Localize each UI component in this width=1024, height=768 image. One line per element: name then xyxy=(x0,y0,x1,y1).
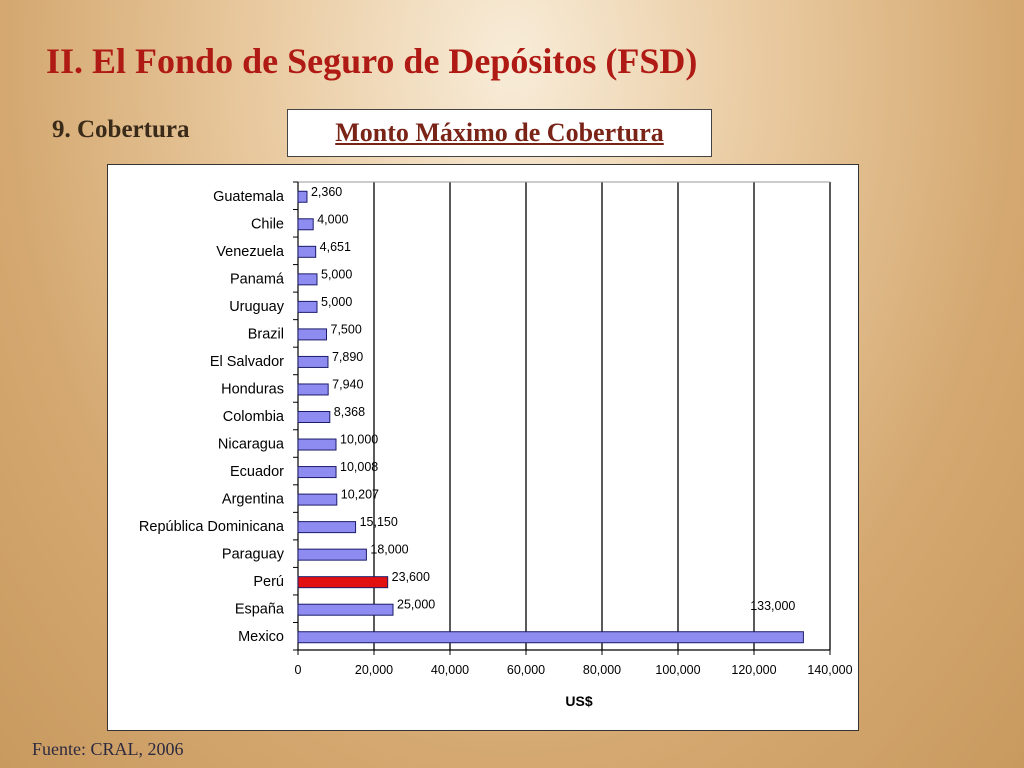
category-label: El Salvador xyxy=(210,354,284,370)
x-tick-label: 20,000 xyxy=(355,663,393,677)
data-label: 133,000 xyxy=(750,599,795,613)
bar-chart: 0 20,000 40,000 60,000 80,000 100,000 120,000 1… xyxy=(139,181,853,709)
x-tick-label: 40,000 xyxy=(431,663,469,677)
bar xyxy=(297,273,318,286)
category-label: Perú xyxy=(253,574,284,590)
bar xyxy=(297,218,314,231)
category-label: Panamá xyxy=(230,271,285,287)
bar xyxy=(297,300,318,313)
x-tick-label: 0 xyxy=(295,663,302,677)
chart-title: Monto Máximo de Cobertura xyxy=(287,109,712,157)
bar xyxy=(297,466,337,479)
data-label: 25,000 xyxy=(397,598,435,612)
category-label: Uruguay xyxy=(229,299,285,315)
category-label: Honduras xyxy=(221,381,284,397)
category-label: Colombia xyxy=(223,409,285,425)
slide-title: II. El Fondo de Seguro de Depósitos (FSD… xyxy=(46,41,698,81)
data-label: 23,600 xyxy=(392,570,430,584)
category-label: Argentina xyxy=(222,492,285,508)
x-tick-label: 120,000 xyxy=(731,663,776,677)
data-label: 10,207 xyxy=(341,488,379,502)
x-tick-label: 140,000 xyxy=(807,663,852,677)
category-label: Paraguay xyxy=(222,547,285,563)
x-axis-label: US$ xyxy=(565,693,592,709)
data-label: 5,000 xyxy=(321,267,352,281)
x-tick-label: 100,000 xyxy=(655,663,700,677)
bar xyxy=(297,548,367,561)
chart-frame: 0 20,000 40,000 60,000 80,000 100,000 120,000 1… xyxy=(107,164,859,731)
slide-subtitle: 9. Cobertura xyxy=(52,116,190,143)
bar xyxy=(297,383,329,396)
bar xyxy=(297,603,394,616)
data-label: 4,000 xyxy=(317,212,348,226)
category-label: Guatemala xyxy=(213,189,285,205)
data-label: 10,008 xyxy=(340,460,378,474)
bar xyxy=(297,245,317,258)
bar xyxy=(297,631,804,644)
bar xyxy=(297,521,357,534)
data-label: 8,368 xyxy=(334,405,365,419)
data-label: 4,651 xyxy=(320,240,351,254)
bar xyxy=(297,576,389,589)
data-label: 7,940 xyxy=(332,377,363,391)
category-label: Mexico xyxy=(238,629,284,645)
bar xyxy=(297,438,337,451)
x-tick-label: 80,000 xyxy=(583,663,621,677)
data-label: 5,000 xyxy=(321,295,352,309)
data-label: 7,890 xyxy=(332,350,363,364)
bar xyxy=(297,411,331,423)
category-label: Brazil xyxy=(248,326,284,342)
data-label: 7,500 xyxy=(331,322,362,336)
source-note: Fuente: CRAL, 2006 xyxy=(32,739,184,759)
category-label: Venezuela xyxy=(216,244,285,260)
data-label: 18,000 xyxy=(370,543,408,557)
data-label: 15,150 xyxy=(360,515,398,529)
x-tick-label: 60,000 xyxy=(507,663,545,677)
category-label: República Dominicana xyxy=(139,519,285,535)
data-label: 10,000 xyxy=(340,433,378,447)
category-label: Nicaragua xyxy=(218,437,285,453)
bar xyxy=(297,190,308,203)
category-label: Ecuador xyxy=(230,464,284,480)
category-label: Chile xyxy=(251,216,284,232)
bar xyxy=(297,328,327,341)
bar xyxy=(297,355,329,368)
category-label: España xyxy=(235,602,285,618)
data-label: 2,360 xyxy=(311,185,342,199)
bar xyxy=(297,493,338,506)
